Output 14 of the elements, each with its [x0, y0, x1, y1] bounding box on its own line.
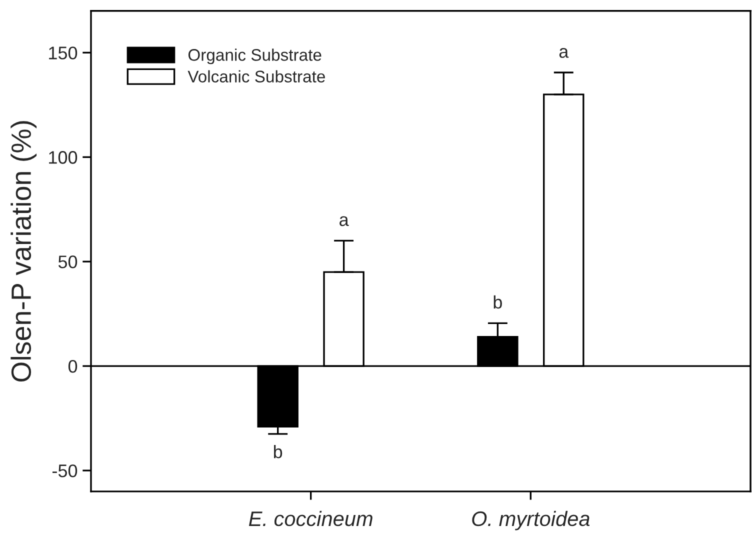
y-tick-label: 100 — [49, 151, 78, 164]
legend-label: Volcanic Substrate — [188, 70, 325, 82]
y-tick-label: -50 — [52, 464, 78, 478]
x-tick-label: E. coccineum — [248, 510, 372, 526]
annotation: b — [494, 295, 502, 309]
x-tick-label: O. myrtoidea — [472, 510, 590, 530]
annotation: a — [559, 48, 569, 58]
legend-label: Organic Substrate — [188, 48, 322, 64]
y-tick-label: 0 — [68, 360, 78, 373]
y-tick-label: 50 — [58, 256, 78, 268]
annotation: b — [274, 444, 282, 458]
annotation: a — [340, 216, 349, 226]
y-tick-label: 150 — [49, 46, 78, 60]
y-axis-title: Olsen-P variation (%) — [10, 121, 37, 382]
